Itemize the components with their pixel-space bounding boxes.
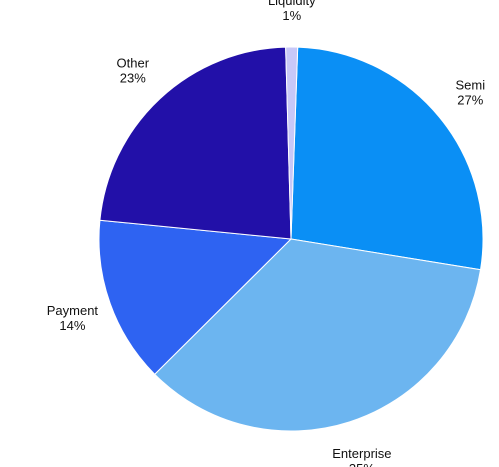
slice-liquidity [285,46,299,240]
slice-label-enterprise: Enterprise35% [332,446,391,467]
slice-percent: 14% [59,318,85,333]
slice-label-payment: Payment 14% [47,303,99,333]
slice-name: Payment [47,303,99,318]
slice-name: Other [117,55,150,70]
slice-label-semi: Semi 27% [455,78,485,108]
slice-percent: 35% [349,461,375,467]
slice-name: Semi [455,78,485,93]
slice-semi [290,46,484,271]
slice-name: Enterprise [332,446,391,461]
slice-percent: 1% [282,8,301,23]
slice-payment [98,219,293,375]
slice-name: Liquidity [268,0,316,8]
slice-other [99,46,292,240]
slice-percent: 27% [457,93,483,108]
slice-label-liquidity: Liquidity 1% [268,0,316,23]
slice-percent: 23% [120,70,146,85]
slice-label-other: Other 23% [117,55,150,85]
pie-slices [98,46,484,432]
slice-enterprise [154,238,482,432]
